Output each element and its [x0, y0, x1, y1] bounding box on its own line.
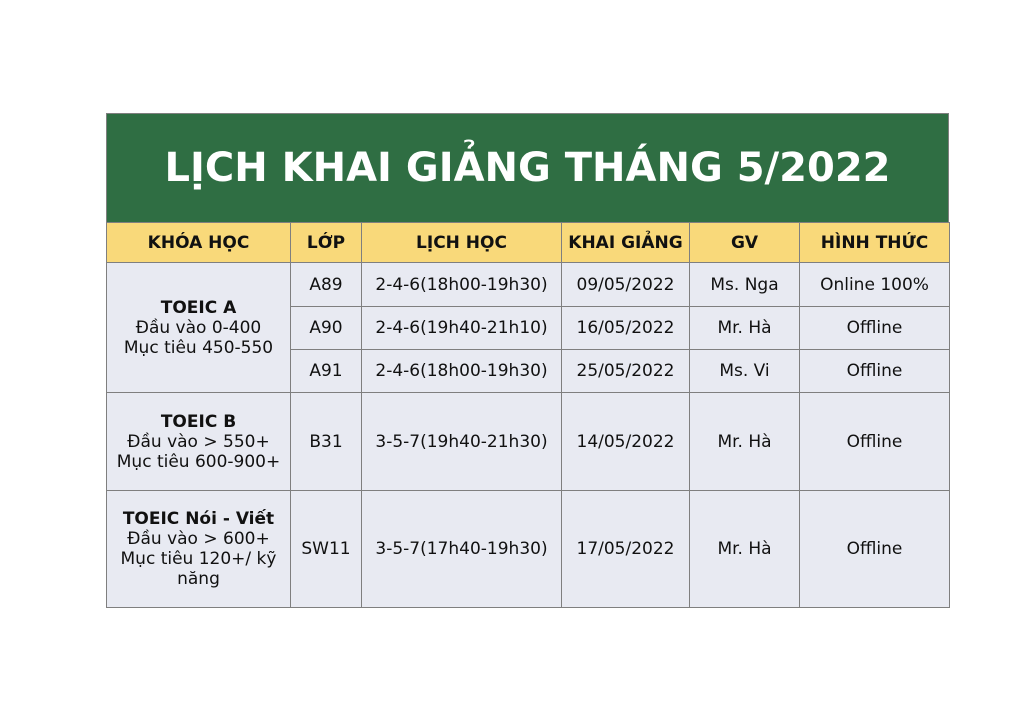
class-cell: B31 [290, 392, 362, 491]
header-start-date: KHAI GIẢNG [561, 222, 690, 263]
header-teacher: GV [689, 222, 800, 263]
teacher-cell: Ms. Vi [689, 349, 800, 393]
course-name: TOEIC B [160, 411, 237, 432]
start-date-cell: 09/05/2022 [561, 262, 690, 307]
course-name: TOEIC A [160, 297, 237, 318]
format-cell: Offline [799, 392, 950, 491]
start-date-cell: 17/05/2022 [561, 490, 690, 608]
format-cell: Online 100% [799, 262, 950, 307]
schedule-table: KHÓA HỌC LỚP LỊCH HỌC KHAI GIẢNG GV HÌNH… [106, 222, 950, 608]
format-cell: Offline [799, 349, 950, 393]
course-cell: TOEIC B Đầu vào > 550+ Mục tiêu 600-900+ [106, 392, 291, 491]
class-cell: A89 [290, 262, 362, 307]
format-cell: Offline [799, 306, 950, 350]
table-row: A91 2-4-6(18h00-19h30) 25/05/2022 Ms. Vi… [107, 349, 950, 393]
teacher-cell: Mr. Hà [689, 490, 800, 608]
course-target: Mục tiêu 600-900+ [116, 451, 281, 472]
class-cell: A90 [290, 306, 362, 350]
course-cell: TOEIC A Đầu vào 0-400 Mục tiêu 450-550 [106, 262, 291, 393]
table-row: TOEIC B Đầu vào > 550+ Mục tiêu 600-900+… [106, 392, 950, 491]
table-row: TOEIC A Đầu vào 0-400 Mục tiêu 450-550 A… [106, 262, 950, 393]
schedule-cell: 3-5-7(19h40-21h30) [361, 392, 562, 491]
teacher-cell: Mr. Hà [689, 306, 800, 350]
course-target: Mục tiêu 450-550 [123, 337, 274, 358]
teacher-cell: Mr. Hà [689, 392, 800, 491]
course-target: Mục tiêu 120+/ kỹ năng [120, 549, 277, 589]
schedule-cell: 2-4-6(18h00-19h30) [361, 349, 562, 393]
class-cell: SW11 [290, 490, 362, 608]
course-cell: TOEIC Nói - Viết Đầu vào > 600+ Mục tiêu… [106, 490, 291, 608]
page-title: LỊCH KHAI GIẢNG THÁNG 5/2022 [106, 113, 949, 222]
format-cell: Offline [799, 490, 950, 608]
teacher-cell: Ms. Nga [689, 262, 800, 307]
start-date-cell: 14/05/2022 [561, 392, 690, 491]
schedule-document: LỊCH KHAI GIẢNG THÁNG 5/2022 KHÓA HỌC LỚ… [106, 113, 950, 608]
header-course: KHÓA HỌC [106, 222, 291, 263]
header-row: KHÓA HỌC LỚP LỊCH HỌC KHAI GIẢNG GV HÌNH… [106, 222, 950, 263]
start-date-cell: 16/05/2022 [561, 306, 690, 350]
class-cell: A91 [290, 349, 362, 393]
start-date-cell: 25/05/2022 [561, 349, 690, 393]
header-class: LỚP [290, 222, 362, 263]
header-format: HÌNH THỨC [799, 222, 950, 263]
schedule-cell: 3-5-7(17h40-19h30) [361, 490, 562, 608]
course-name: TOEIC Nói - Viết [122, 509, 275, 529]
table-row: A90 2-4-6(19h40-21h10) 16/05/2022 Mr. Hà… [107, 306, 950, 350]
schedule-cell: 2-4-6(19h40-21h10) [361, 306, 562, 350]
table-row: TOEIC Nói - Viết Đầu vào > 600+ Mục tiêu… [106, 490, 950, 608]
header-schedule: LỊCH HỌC [361, 222, 562, 263]
schedule-cell: 2-4-6(18h00-19h30) [361, 262, 562, 307]
course-input: Đầu vào > 550+ [127, 431, 270, 452]
course-input: Đầu vào 0-400 [135, 317, 262, 338]
course-input: Đầu vào > 600+ [127, 529, 270, 549]
